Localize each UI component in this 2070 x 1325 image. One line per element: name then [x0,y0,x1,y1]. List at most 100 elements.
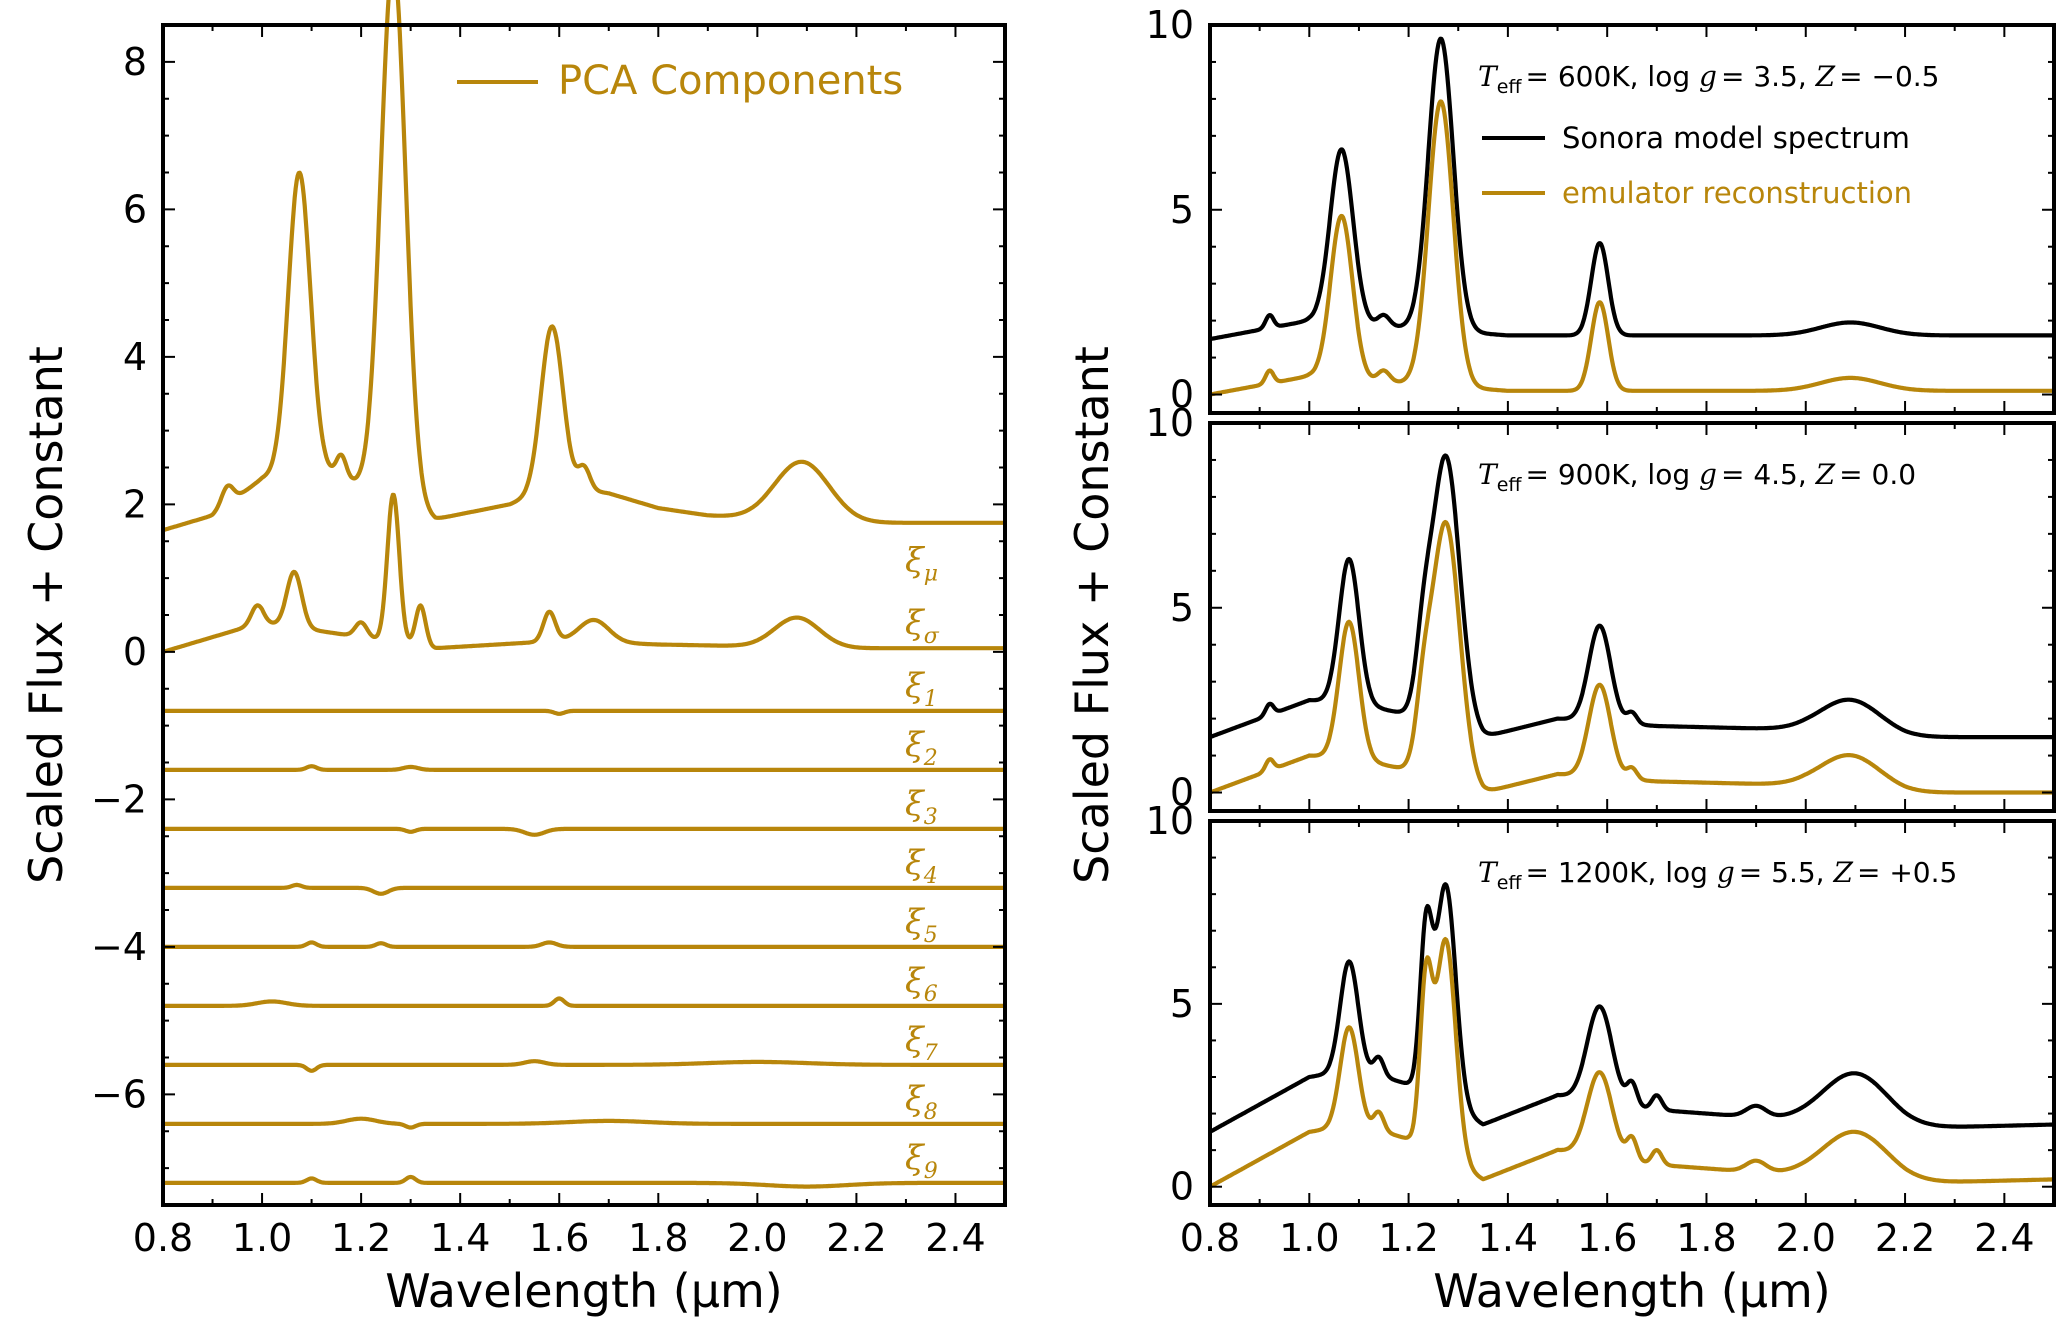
spec600-plot-frame [1208,23,2056,415]
x-tick-label: 1.2 [331,1216,391,1260]
spec1200-annotation: Teff = 1200K, log g = 5.5, Z = +0.5 [1478,856,1957,894]
x-tick-label: 2.0 [1776,1216,1836,1260]
y-tick-label: 4 [123,335,147,379]
x-tick-label: 1.6 [1577,1216,1637,1260]
y-tick-label: −6 [91,1072,147,1116]
pca-component-line [161,996,1007,1008]
spec900-plot-frame [1208,421,2056,813]
emulator-reconstruction-line [1208,99,2056,397]
pca-component-line [161,492,1007,654]
x-tick-label: 1.0 [232,1216,292,1260]
y-tick-label: 6 [123,187,147,231]
pca-component-line [161,826,1007,837]
emulator-legend-label: emulator reconstruction [1562,176,1912,210]
spec600-annotation: Teff = 600K, log g = 3.5, Z = −0.5 [1478,60,1940,98]
y-tick-label: 10 [1146,401,1194,445]
spec1200-plot-frame [1208,819,2056,1207]
y-tick-label: 5 [1170,982,1194,1026]
pca-component-line [161,1116,1007,1130]
x-tick-label: 1.4 [430,1216,490,1260]
y-tick-label: −2 [91,777,147,821]
sonora-model-line [1208,453,2056,740]
emulator-reconstruction-line [1208,937,2056,1189]
pca-component-line [161,940,1007,949]
component-symbol: ξ [905,1020,926,1060]
component-symbol: ξ [905,902,926,942]
x-tick-label: 1.8 [1676,1216,1736,1260]
x-tick-label: 2.2 [826,1216,886,1260]
y-tick-label: −4 [91,925,147,969]
component-symbol: ξ [905,541,926,581]
pca-legend: PCA Components [457,58,903,104]
y-tick-label: 8 [123,40,147,84]
y-tick-label: 0 [1170,1165,1194,1209]
component-symbol: ξ [905,1138,926,1178]
x-tick-label: 0.8 [1180,1216,1240,1260]
component-symbol: ξ [905,725,926,765]
pca-plot-frame [161,23,1007,1207]
component-subscript: 7 [924,1041,938,1066]
y-tick-label: 0 [123,630,147,674]
x-tick-label: 2.4 [1974,1216,2034,1260]
pca-component-label: ξ5 [905,902,938,948]
component-subscript: 1 [924,687,938,712]
spectrum-900k-panel: 0 5 10 Teff = 900K, log g = 4.5, Z = 0.0 Scal… [1065,346,2056,884]
pca-component-line [161,708,1007,716]
spectrum-legend: Sonora model spectrum emulator reconstru… [1482,121,1912,210]
component-subscript: μ [924,562,938,587]
x-tick-label: 2.4 [925,1216,985,1260]
pca-component-label: ξ6 [905,961,938,1007]
spectrum-y-axis-title: Scaled Flux + Constant [1065,346,1119,884]
y-tick-label: 5 [1170,586,1194,630]
x-tick-label: 1.2 [1378,1216,1438,1260]
pca-y-axis-title: Scaled Flux + Constant [19,346,73,884]
pca-component-line [161,1174,1007,1189]
x-tick-label: 0.8 [133,1216,193,1260]
pca-component-line [161,764,1007,772]
component-subscript: 2 [923,746,938,771]
x-tick-label: 2.0 [727,1216,787,1260]
spectrum-1200k-panel: 0.8 1.0 1.2 1.4 1.6 1.8 2.0 2.2 2.4 0 5 10 Teff = 12… [1146,799,2056,1318]
y-tick-label: 10 [1146,3,1194,47]
pca-component-label: ξ9 [905,1138,938,1184]
pca-component-label: ξ4 [905,843,938,889]
pca-component-label: ξ3 [905,784,938,830]
component-subscript: σ [924,624,940,649]
pca-component-line [161,882,1007,896]
pca-legend-label: PCA Components [558,58,903,104]
component-subscript: 5 [924,923,938,948]
x-tick-label: 1.4 [1478,1216,1538,1260]
sonora-model-line [1208,882,2056,1134]
component-symbol: ξ [905,1079,926,1119]
component-symbol: ξ [905,961,926,1001]
component-subscript: 3 [924,805,938,830]
x-tick-label: 1.0 [1279,1216,1339,1260]
pca-component-label: ξ2 [905,725,938,771]
component-symbol: ξ [905,843,926,883]
pca-component-label: ξ1 [905,666,938,712]
pca-x-axis-title: Wavelength (μm) [385,1264,782,1318]
component-subscript: 9 [924,1159,938,1184]
component-subscript: 6 [924,982,938,1007]
pca-component-label: ξμ [905,541,938,587]
pca-component-label: ξ8 [905,1079,938,1125]
y-tick-label: 0 [1170,771,1194,815]
pca-component-line [161,0,1007,533]
y-tick-label: 5 [1170,188,1194,232]
sonora-model-line [1208,36,2056,342]
component-subscript: 4 [923,864,938,889]
x-tick-label: 1.6 [529,1216,589,1260]
component-symbol: ξ [905,666,926,706]
y-tick-label: 2 [123,482,147,526]
pca-component-label: ξσ [905,603,940,649]
x-tick-label: 2.2 [1875,1216,1935,1260]
component-subscript: 8 [924,1100,938,1125]
y-tick-label: 0 [1170,373,1194,417]
spectrum-600k-panel: 0 5 10 Teff = 600K, log g = 3.5, Z = −0.5 Son… [1146,3,2056,417]
y-tick-label: 10 [1146,799,1194,843]
pca-component-line [161,1059,1007,1073]
emulator-reconstruction-line [1208,519,2056,795]
pca-component-label: ξ7 [905,1020,938,1066]
